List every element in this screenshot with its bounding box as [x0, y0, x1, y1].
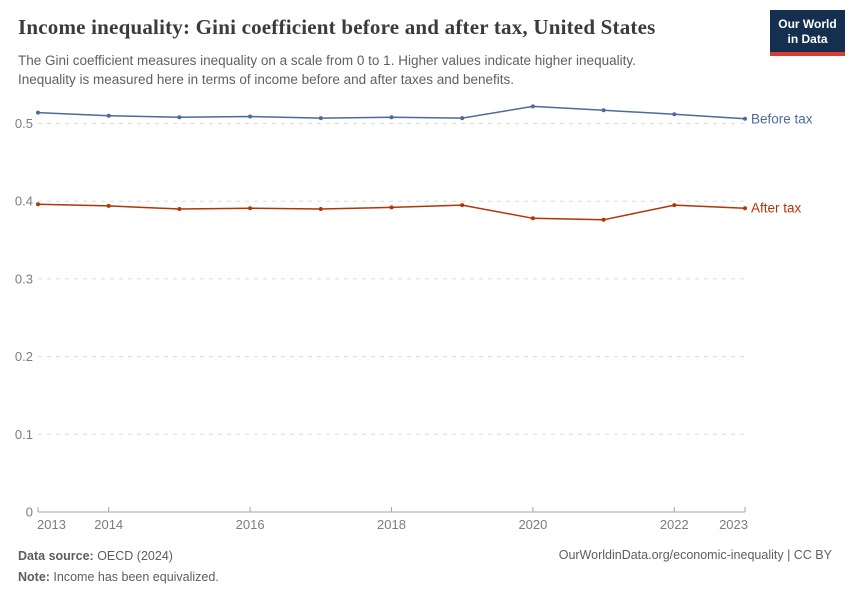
data-source-value: OECD (2024) — [93, 549, 173, 563]
y-tick-label: 0.1 — [15, 427, 33, 442]
data-point-after-tax — [389, 205, 394, 210]
attribution: OurWorldinData.org/economic-inequality |… — [558, 548, 832, 562]
data-point-before-tax — [177, 115, 182, 120]
note-line: Note: Income has been equivalized. — [18, 567, 219, 588]
x-tick-label: 2020 — [518, 517, 547, 532]
data-point-before-tax — [743, 116, 747, 121]
data-point-before-tax — [389, 115, 394, 120]
data-point-after-tax — [743, 206, 747, 211]
data-point-before-tax — [106, 113, 111, 118]
owid-logo-line-1: Our World — [778, 17, 837, 31]
data-point-before-tax — [530, 104, 535, 109]
data-point-before-tax — [460, 116, 465, 121]
data-point-after-tax — [318, 207, 323, 211]
data-point-after-tax — [460, 203, 465, 208]
data-point-before-tax — [248, 114, 253, 119]
x-tick-label: 2018 — [377, 517, 406, 532]
subtitle-line-2: Inequality is measured here in terms of … — [18, 72, 515, 87]
x-tick-label: 2016 — [236, 517, 265, 532]
data-point-before-tax — [36, 110, 40, 115]
data-point-before-tax — [601, 108, 606, 113]
y-tick-label: 0.2 — [15, 349, 33, 364]
x-tick-label: 2022 — [660, 517, 689, 532]
data-point-after-tax — [248, 206, 253, 211]
data-point-after-tax — [672, 203, 677, 208]
y-tick-label: 0.3 — [15, 271, 33, 286]
series-label-before-tax: Before tax — [751, 111, 813, 126]
x-tick-label: 2013 — [37, 517, 66, 532]
data-point-after-tax — [106, 203, 111, 208]
data-point-before-tax — [318, 116, 323, 121]
y-tick-label: 0.4 — [15, 194, 33, 209]
y-tick-label: 0 — [26, 505, 33, 520]
y-tick-label: 0.5 — [15, 116, 33, 131]
data-source-label: Data source: — [18, 549, 94, 563]
chart-title: Income inequality: Gini coefficient befo… — [18, 15, 656, 39]
owid-logo: Our World in Data — [770, 10, 845, 56]
note-label: Note: — [18, 570, 50, 584]
note-value: Income has been equivalized. — [49, 570, 219, 584]
data-point-after-tax — [177, 207, 182, 211]
data-point-before-tax — [672, 112, 677, 117]
data-source-line: Data source: OECD (2024) — [18, 546, 219, 567]
subtitle-line-1: The Gini coefficient measures inequality… — [18, 53, 636, 68]
x-tick-label: 2014 — [94, 517, 123, 532]
data-point-after-tax — [530, 216, 535, 221]
chart-subtitle: The Gini coefficient measures inequality… — [18, 51, 758, 89]
footer-left: Data source: OECD (2024) Note: Income ha… — [18, 546, 219, 588]
x-tick-label: 2023 — [719, 517, 748, 532]
data-point-after-tax — [601, 217, 606, 222]
owid-logo-line-2: in Data — [787, 31, 828, 46]
data-point-after-tax — [36, 202, 40, 207]
series-label-after-tax: After tax — [751, 201, 802, 216]
line-chart: 0 0.1 0.2 0.3 0.4 0.5 2013 2014 2016 2018 2020 2022… — [15, 104, 813, 532]
